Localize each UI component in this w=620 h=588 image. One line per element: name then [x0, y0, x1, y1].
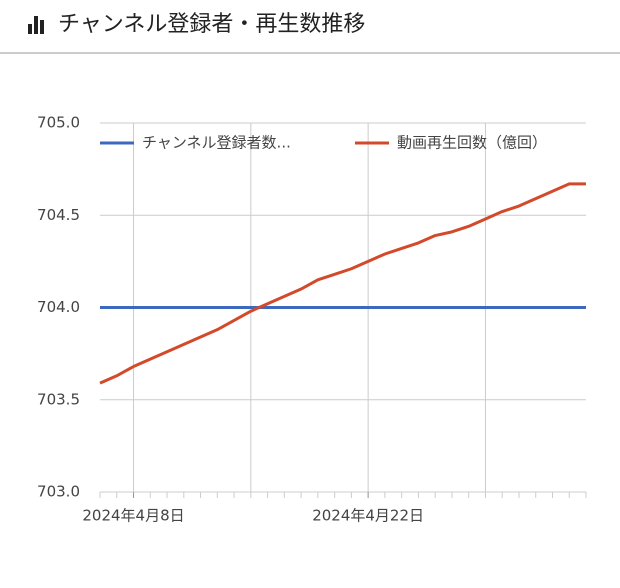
x-tick-label: 2024年4月22日 — [312, 507, 424, 525]
chart-icon — [28, 16, 44, 34]
y-tick-label: 704.5 — [37, 206, 80, 224]
legend-label: 動画再生回数（億回） — [397, 134, 547, 152]
legend-label: チャンネル登録者数... — [142, 134, 291, 152]
y-tick-label: 705.0 — [37, 114, 80, 132]
x-tick-label: 2024年4月8日 — [82, 507, 184, 525]
chart-title: チャンネル登録者・再生数推移 — [58, 12, 365, 37]
series-line — [99, 182, 586, 385]
y-tick-label: 703.0 — [37, 483, 80, 501]
y-tick-label: 703.5 — [37, 390, 80, 408]
y-tick-label: 704.0 — [37, 298, 80, 316]
